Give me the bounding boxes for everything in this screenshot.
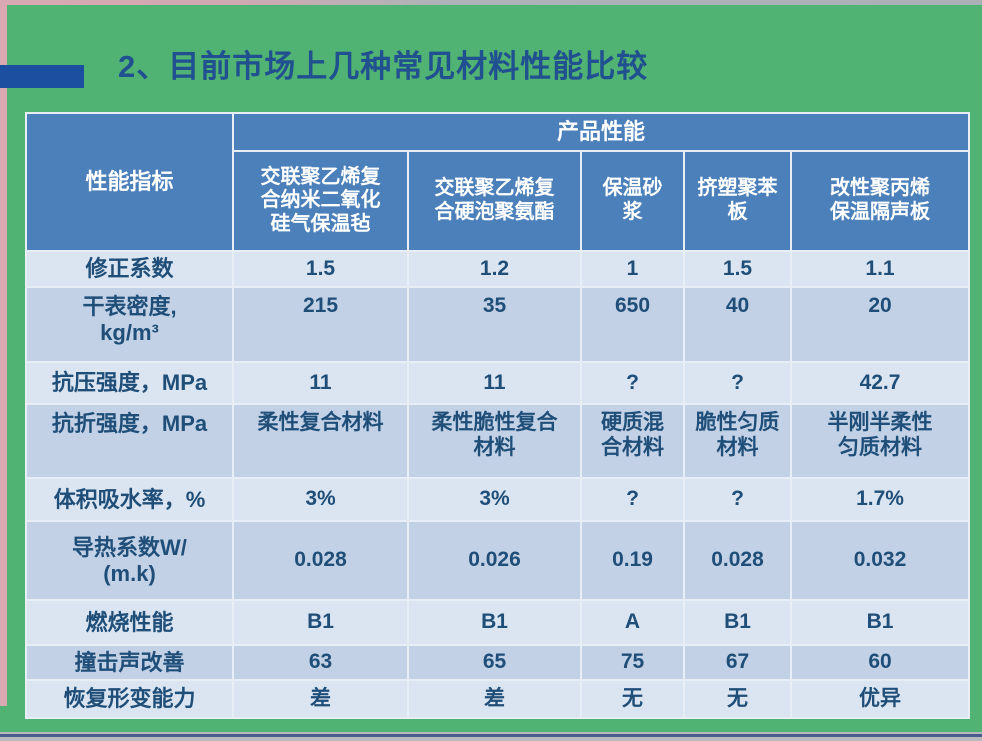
top-edge-strip bbox=[0, 0, 982, 5]
cell-value: 脆性匀质 材料 bbox=[683, 403, 792, 479]
cell-value: 1.2 bbox=[407, 250, 582, 288]
cell-value: 60 bbox=[790, 644, 970, 681]
cell-value: 1 bbox=[580, 250, 685, 288]
cell-value: 35 bbox=[407, 286, 582, 363]
column-header-row: 交联聚乙烯复 合纳米二氧化 硅气保温毡 交联聚乙烯复 合硬泡聚氨酯 保温砂 浆挤塑聚… bbox=[26, 150, 970, 252]
cell-value: 75 bbox=[580, 644, 685, 681]
cell-value: 无 bbox=[580, 679, 685, 719]
cell-value: B1 bbox=[407, 599, 582, 646]
cell-value: 67 bbox=[683, 644, 792, 681]
cell-value: 硬质混 合材料 bbox=[580, 403, 685, 479]
page-title: 2、目前市场上几种常见材料性能比较 bbox=[118, 49, 649, 84]
bottom-edge-strip bbox=[0, 732, 982, 741]
cell-value: B1 bbox=[232, 599, 409, 646]
cell-value: 优异 bbox=[790, 679, 970, 719]
cell-value: ? bbox=[580, 477, 685, 522]
cell-value: A bbox=[580, 599, 685, 646]
row-label: 抗压强度，MPa bbox=[25, 361, 234, 405]
cell-value: 柔性复合材料 bbox=[232, 403, 409, 479]
cell-value: 40 bbox=[683, 286, 792, 363]
column-header: 保温砂 浆 bbox=[580, 150, 685, 252]
cell-value: 1.5 bbox=[683, 250, 792, 288]
cell-value: 215 bbox=[232, 286, 409, 363]
cell-value: ? bbox=[683, 477, 792, 522]
row-label: 抗折强度，MPa bbox=[25, 403, 234, 479]
cell-value: 半刚半柔性 匀质材料 bbox=[790, 403, 970, 479]
cell-value: 42.7 bbox=[790, 361, 970, 405]
row-label: 导热系数W/ (m.k) bbox=[25, 520, 234, 601]
column-header: 挤塑聚苯 板 bbox=[683, 150, 792, 252]
table-row: 抗折强度，MPa 柔性复合材料 柔性脆性复合 材料 硬质混 合材料 脆性匀质 材料 半刚半… bbox=[25, 403, 970, 479]
table-row: 修正系数 1.5 1.2 1 1.5 1.1 bbox=[25, 250, 970, 288]
cell-value: 20 bbox=[790, 286, 970, 363]
row-label: 体积吸水率，% bbox=[25, 477, 234, 522]
column-header: 交联聚乙烯复 合纳米二氧化 硅气保温毡 bbox=[232, 150, 409, 252]
table-row: 导热系数W/ (m.k) 0.028 0.026 0.19 0.028 0.032 bbox=[25, 520, 970, 601]
cell-value: 650 bbox=[580, 286, 685, 363]
cell-value: 0.028 bbox=[683, 520, 792, 601]
cell-value: 3% bbox=[232, 477, 409, 522]
table-row: 恢复形变能力差差无无优异 bbox=[25, 679, 970, 719]
column-header: 交联聚乙烯复 合硬泡聚氨酯 bbox=[407, 150, 582, 252]
bottom-edge-line bbox=[0, 734, 982, 737]
table-row: 撞击声改善 63 65 75 67 60 bbox=[25, 644, 970, 681]
group-header: 产品性能 bbox=[232, 112, 970, 152]
cell-value: 0.032 bbox=[790, 520, 970, 601]
cell-value: ? bbox=[683, 361, 792, 405]
cell-value: 1.5 bbox=[232, 250, 409, 288]
row-label: 修正系数 bbox=[25, 250, 234, 288]
column-header: 改性聚丙烯 保温隔声板 bbox=[790, 150, 970, 252]
cell-value: 无 bbox=[683, 679, 792, 719]
cell-value: 差 bbox=[407, 679, 582, 719]
comparison-table-wrapper: 性能指标 产品性能 交联聚乙烯复 合纳米二氧化 硅气保温毡 交联聚乙烯复 合硬泡聚… bbox=[25, 112, 970, 719]
left-edge-strip bbox=[0, 0, 7, 706]
comparison-table: 性能指标 产品性能 交联聚乙烯复 合纳米二氧化 硅气保温毡 交联聚乙烯复 合硬泡聚… bbox=[25, 112, 970, 719]
cell-value: ? bbox=[580, 361, 685, 405]
cell-value: B1 bbox=[683, 599, 792, 646]
cell-value: 11 bbox=[232, 361, 409, 405]
cell-value: 63 bbox=[232, 644, 409, 681]
table-row: 燃烧性能 B1 B1 A B1 B1 bbox=[25, 599, 970, 646]
cell-value: 0.028 bbox=[232, 520, 409, 601]
row-label: 撞击声改善 bbox=[25, 644, 234, 681]
cell-value: 11 bbox=[407, 361, 582, 405]
cell-value: 0.026 bbox=[407, 520, 582, 601]
cell-value: 1.1 bbox=[790, 250, 970, 288]
table-row: 体积吸水率，% 3% 3%?? 1.7% bbox=[25, 477, 970, 522]
table-row: 干表密度, kg/m³ 215 35 650 40 20 bbox=[25, 286, 970, 363]
row-label: 干表密度, kg/m³ bbox=[25, 286, 234, 363]
cell-value: 65 bbox=[407, 644, 582, 681]
corner-header: 性能指标 bbox=[25, 112, 234, 252]
cell-value: 3% bbox=[407, 477, 582, 522]
row-label: 燃烧性能 bbox=[25, 599, 234, 646]
group-header-row: 性能指标 产品性能 bbox=[25, 112, 970, 252]
cell-value: 差 bbox=[232, 679, 409, 719]
cell-value: 柔性脆性复合 材料 bbox=[407, 403, 582, 479]
row-label: 恢复形变能力 bbox=[25, 679, 234, 719]
cell-value: 0.19 bbox=[580, 520, 685, 601]
table-row: 抗压强度，MPa 11 11?? 42.7 bbox=[25, 361, 970, 405]
cell-value: B1 bbox=[790, 599, 970, 646]
title-accent-bar bbox=[0, 65, 84, 88]
cell-value: 1.7% bbox=[790, 477, 970, 522]
